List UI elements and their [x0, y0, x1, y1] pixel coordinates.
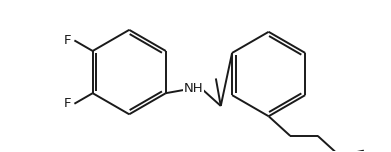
Text: NH: NH: [183, 82, 203, 95]
Text: F: F: [64, 97, 72, 110]
Text: F: F: [64, 34, 72, 47]
